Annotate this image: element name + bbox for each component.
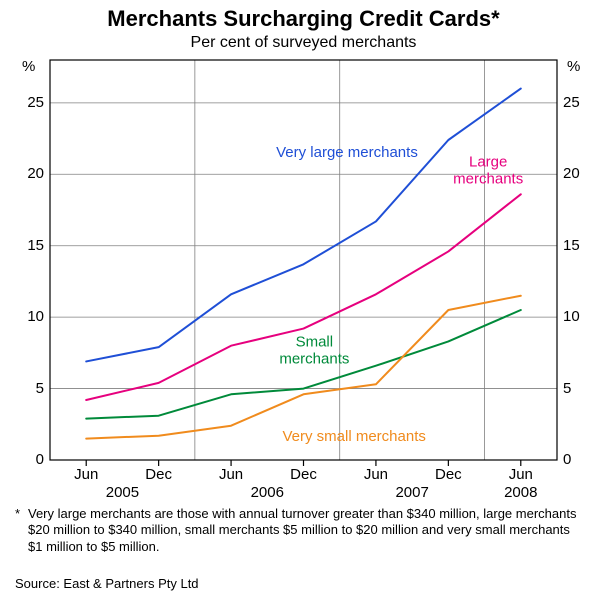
- xtick-label: Jun: [219, 466, 243, 483]
- chart-container: Merchants Surcharging Credit Cards* Per …: [0, 0, 607, 586]
- footnote-text: Very large merchants are those with annu…: [28, 506, 583, 555]
- ytick-right: 10: [563, 308, 603, 325]
- y-unit-left: %: [22, 58, 35, 75]
- ytick-left: 15: [4, 237, 44, 254]
- ytick-right: 5: [563, 380, 603, 397]
- series-label: Very large merchants: [276, 145, 418, 162]
- ytick-left: 10: [4, 308, 44, 325]
- year-label: 2006: [251, 484, 284, 501]
- series-label: Large merchants: [453, 155, 523, 188]
- year-label: 2008: [504, 484, 537, 501]
- year-label: 2005: [106, 484, 139, 501]
- ytick-right: 25: [563, 94, 603, 111]
- source-text: Source: East & Partners Pty Ltd: [15, 576, 199, 591]
- ytick-right: 0: [563, 451, 603, 468]
- series-label: Very small merchants: [282, 429, 425, 446]
- footnote-marker: *: [15, 506, 20, 521]
- y-unit-right: %: [567, 58, 580, 75]
- xtick-label: Jun: [509, 466, 533, 483]
- ytick-left: 20: [4, 165, 44, 182]
- ytick-left: 5: [4, 380, 44, 397]
- series-label: Small merchants: [279, 335, 349, 368]
- xtick-label: Dec: [290, 466, 317, 483]
- xtick-label: Dec: [435, 466, 462, 483]
- ytick-left: 25: [4, 94, 44, 111]
- ytick-right: 20: [563, 165, 603, 182]
- ytick-right: 15: [563, 237, 603, 254]
- xtick-label: Jun: [74, 466, 98, 483]
- xtick-label: Dec: [145, 466, 172, 483]
- xtick-label: Jun: [364, 466, 388, 483]
- year-label: 2007: [395, 484, 428, 501]
- ytick-left: 0: [4, 451, 44, 468]
